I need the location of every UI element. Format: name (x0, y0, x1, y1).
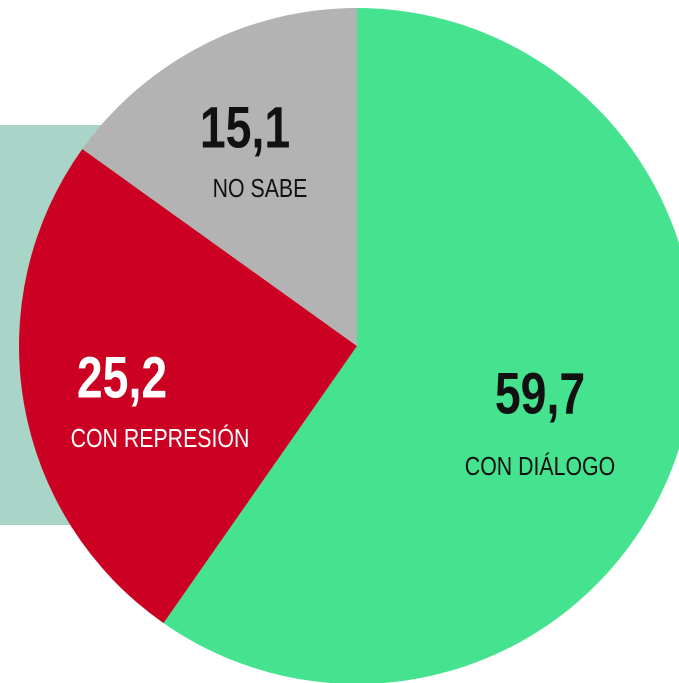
value-label: 25,2 (77, 345, 167, 410)
pie-slice (82, 8, 357, 346)
value-label: 59,7 (495, 361, 585, 426)
pie (18, 8, 679, 683)
category-label: CON DIÁLOGO (465, 452, 615, 482)
labels: 59,7 CON DIÁLOGO 25,2 CON REPRESIÓN 15,1 NO S… (71, 95, 616, 481)
category-label: CON REPRESIÓN (71, 424, 250, 454)
value-label: 15,1 (200, 95, 290, 160)
category-label: NO SABE (213, 174, 308, 204)
pie-slice (18, 149, 357, 624)
pie-slice (163, 8, 679, 683)
